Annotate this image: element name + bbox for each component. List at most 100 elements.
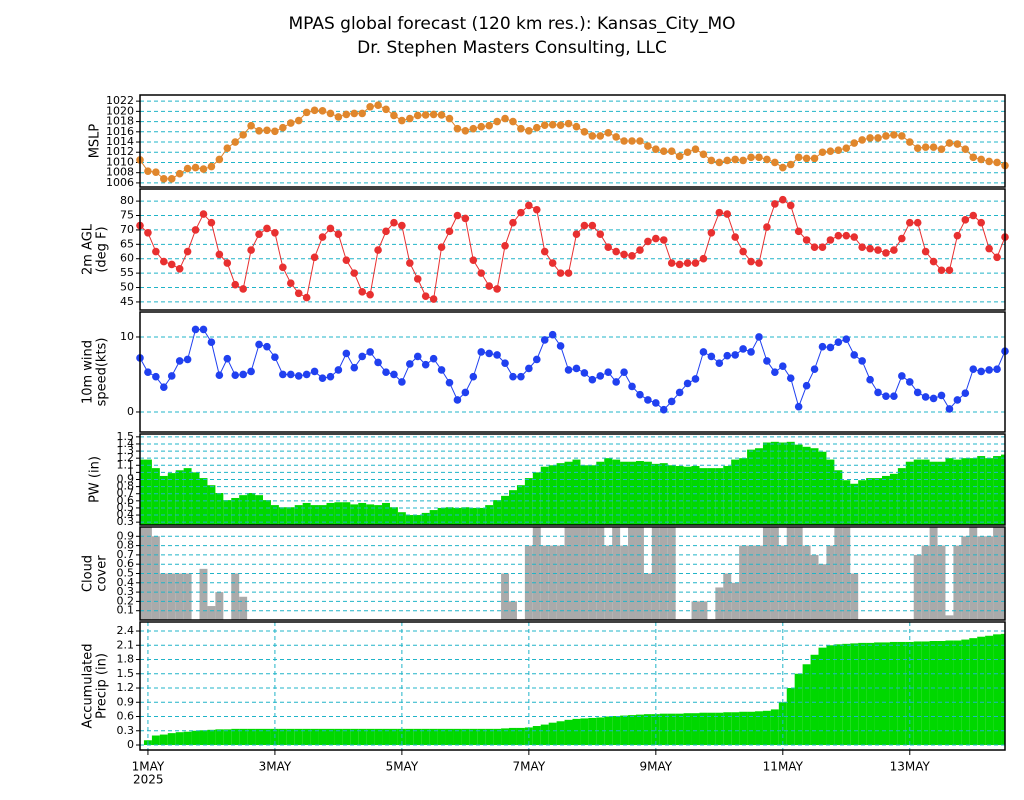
point: [485, 282, 493, 290]
bar: [794, 444, 803, 525]
point: [183, 355, 192, 364]
bar: [977, 456, 986, 525]
point: [286, 279, 295, 288]
point: [659, 236, 668, 244]
point: [199, 210, 208, 218]
point: [239, 285, 247, 293]
point: [667, 397, 676, 406]
bar: [175, 573, 184, 620]
point: [945, 405, 954, 413]
bar: [540, 724, 549, 746]
bar: [215, 729, 224, 746]
bar: [413, 728, 422, 746]
point: [905, 218, 914, 227]
point: [707, 352, 716, 361]
bar: [405, 515, 414, 525]
point: [477, 348, 486, 356]
bar: [326, 728, 335, 746]
bar: [302, 502, 311, 525]
bar: [191, 472, 200, 525]
point: [564, 269, 573, 277]
y-tick-label: 0.7: [117, 548, 135, 561]
point: [778, 195, 787, 204]
bar: [183, 731, 192, 746]
bar: [429, 728, 438, 746]
point: [207, 162, 216, 171]
point: [929, 257, 938, 266]
bar: [770, 527, 779, 620]
bar: [429, 510, 438, 525]
point: [731, 233, 739, 241]
bar: [445, 507, 454, 525]
point: [675, 388, 684, 397]
point: [421, 292, 430, 300]
panel: 0.30.40.50.60.70.80.911.11.21.31.41.5 PW …: [88, 430, 1006, 528]
point: [294, 289, 303, 298]
point: [231, 138, 240, 146]
point: [913, 218, 922, 227]
bar: [969, 638, 978, 746]
point: [413, 352, 422, 361]
bar: [802, 664, 811, 746]
bar: [953, 545, 962, 620]
y-tick-label: 0.9: [117, 529, 135, 542]
point: [231, 280, 240, 289]
bar: [961, 458, 970, 525]
bar: [731, 712, 740, 746]
bar: [382, 502, 390, 525]
bar: [532, 472, 541, 525]
point: [675, 152, 684, 161]
bar: [913, 641, 922, 746]
bar: [866, 642, 875, 746]
bar: [445, 728, 454, 746]
y-tick-label: 1.4: [117, 437, 135, 450]
y-tick-label: 0.5: [117, 501, 135, 514]
bar: [921, 641, 930, 746]
point: [525, 201, 533, 210]
panel: 0 10 10m wind speed(kts): [81, 311, 1009, 433]
bar: [239, 495, 248, 525]
point: [477, 269, 486, 277]
bar: [945, 640, 954, 746]
y-axis-label: speed(kts): [95, 338, 110, 407]
point: [945, 266, 954, 275]
bar: [223, 500, 232, 525]
point: [580, 369, 589, 377]
bar: [778, 545, 787, 620]
point: [969, 211, 978, 220]
point: [771, 368, 779, 377]
y-axis-label: 2m AGL: [81, 223, 96, 275]
y-axis-label: cover: [95, 555, 110, 592]
point: [437, 111, 446, 119]
y-tick-label: 1.3: [117, 444, 135, 457]
point: [382, 105, 390, 114]
bar: [342, 728, 351, 746]
point: [747, 348, 755, 356]
point: [707, 228, 716, 237]
bar: [953, 459, 962, 525]
point: [366, 290, 374, 299]
point: [144, 228, 152, 237]
point: [540, 247, 549, 256]
point: [509, 218, 517, 227]
point: [239, 370, 247, 379]
bar: [651, 463, 660, 525]
bar: [604, 545, 613, 620]
bar: [707, 712, 716, 746]
point: [302, 293, 311, 302]
bar: [255, 495, 264, 525]
bar: [159, 573, 168, 620]
point: [421, 111, 430, 119]
point: [953, 140, 962, 148]
y-tick-label: 0.3: [117, 724, 135, 737]
point: [683, 259, 692, 267]
point: [152, 247, 160, 256]
point: [326, 372, 335, 381]
bar: [921, 459, 930, 525]
point: [525, 126, 533, 135]
point: [525, 364, 533, 373]
bar: [239, 596, 248, 620]
point: [279, 263, 287, 272]
y-tick-label: 75: [120, 209, 134, 222]
point: [882, 249, 890, 257]
